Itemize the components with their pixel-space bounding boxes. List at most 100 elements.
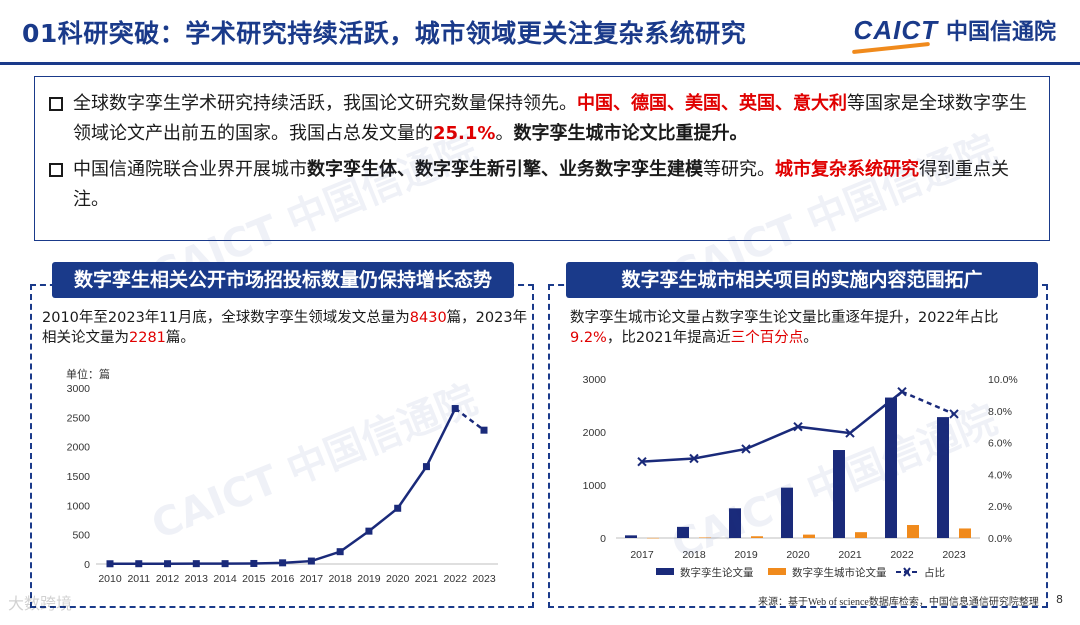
bar <box>625 535 637 538</box>
x-marker-stroke <box>897 387 907 397</box>
x-tick-label: 2015 <box>242 573 266 585</box>
y-tick-label: 2500 <box>67 412 91 424</box>
x-tick-label: 2019 <box>357 573 381 585</box>
data-point <box>192 560 200 568</box>
page-number: 8 <box>1056 593 1063 606</box>
ratio-line-dashed <box>901 390 955 416</box>
summary-bullet-text: 全球数字孪生学术研究持续活跃，我国论文研究数量保持领先。中国、德国、美国、英国、… <box>73 93 1027 144</box>
x-tick-label: 2022 <box>890 549 914 561</box>
ratio-point-marker <box>949 409 959 419</box>
x-marker-stroke <box>949 409 959 419</box>
logo-en: CAICT <box>851 15 938 54</box>
bar <box>855 532 867 538</box>
y-right-tick-label: 2.0% <box>988 501 1012 513</box>
city-paper-combo-chart: 0 1000 2000 3000 0.0% 2.0% 4.0% 6.0% 8.0% 10.0% 20… <box>583 374 1018 579</box>
legend-marker <box>903 567 911 577</box>
bar <box>959 528 971 538</box>
bar <box>833 450 845 538</box>
left-panel-description: 2010年至2023年11月底，全球数字孪生领域发文总量为8430篇，2023年… <box>42 310 528 346</box>
x-tick-label: 2014 <box>213 573 237 585</box>
checkbox-bullet-icon <box>49 163 63 177</box>
y-right-tick-label: 6.0% <box>988 438 1012 450</box>
summary-bullet-2: 中国信通院联合业界开展城市数字孪生体、数字孪生新引擎、业务数字孪生建模等研究。城… <box>49 155 1035 215</box>
x-tick-label: 2013 <box>185 573 209 585</box>
data-point <box>422 463 430 471</box>
bar <box>907 525 919 538</box>
x-marker-stroke <box>637 456 647 467</box>
checkbox-bullet-icon <box>49 97 63 111</box>
source-note: 来源：基于Web of science数据库检索，中国信息通信研究院整理 <box>758 597 1039 608</box>
x-tick-label: 2018 <box>682 549 706 561</box>
x-tick-label: 2019 <box>734 549 758 561</box>
x-tick-label: 2022 <box>444 573 468 585</box>
ratio-point-marker <box>637 456 647 467</box>
y-tick-label: 500 <box>72 530 90 542</box>
bar <box>781 487 793 538</box>
chart-unit-label: 单位：篇 <box>66 367 110 381</box>
y-left-tick-label: 2000 <box>583 427 607 439</box>
x-marker-stroke <box>845 428 855 438</box>
series-line-dashed <box>454 407 485 432</box>
left-panel-title: 数字孪生相关公开市场招投标数量仍保持增长态势 <box>52 262 514 298</box>
y-right-tick-label: 8.0% <box>988 406 1012 418</box>
x-tick-label: 2010 <box>98 573 122 585</box>
ratio-point-marker <box>741 444 751 454</box>
page-title: 01科研突破：学术研究持续活跃，城市领域更关注复杂系统研究 <box>22 19 747 48</box>
x-tick-label: 2011 <box>127 573 150 585</box>
summary-box: 全球数字孪生学术研究持续活跃，我国论文研究数量保持领先。中国、德国、美国、英国、… <box>34 76 1050 241</box>
bar <box>885 397 897 538</box>
y-right-tick-label: 0.0% <box>988 533 1012 545</box>
legend-label: 数字孪生城市论文量 <box>792 566 887 579</box>
data-point <box>106 560 114 568</box>
bar <box>677 526 689 538</box>
data-point <box>336 548 344 556</box>
legend-label: 占比 <box>924 566 945 579</box>
data-point <box>307 557 315 565</box>
data-point <box>221 560 229 568</box>
summary-bullet-text: 中国信通院联合业界开展城市数字孪生体、数字孪生新引擎、业务数字孪生建模等研究。城… <box>73 159 1009 210</box>
data-point <box>250 559 258 567</box>
paper-count-line-chart: 单位：篇 0 500 1000 1500 2000 2500 3000 2010 2011 201… <box>66 367 498 585</box>
right-panel-description: 数字孪生城市论文量占数字孪生论文量比重逐年提升，2022年占比9.2%，比202… <box>570 310 999 346</box>
y-tick-label: 0 <box>84 559 90 571</box>
x-marker-stroke <box>689 453 699 464</box>
x-tick-label: 2023 <box>472 573 496 585</box>
y-tick-label: 2000 <box>67 442 91 454</box>
data-point <box>480 426 488 434</box>
bar <box>937 417 949 538</box>
ratio-point-marker <box>845 428 855 438</box>
x-marker-stroke <box>793 421 803 432</box>
y-tick-label: 1500 <box>67 471 91 483</box>
bottom-watermark: 大数跨境 <box>8 594 73 613</box>
data-point <box>279 559 287 567</box>
bar <box>699 537 711 538</box>
x-tick-label: 2021 <box>838 549 862 561</box>
series-line <box>109 407 457 566</box>
ratio-point-marker <box>793 421 803 432</box>
x-tick-label: 2018 <box>328 573 352 585</box>
logo-cn: 中国信通院 <box>945 20 1056 45</box>
x-tick-label: 2020 <box>386 573 410 585</box>
y-tick-label: 3000 <box>67 383 91 395</box>
data-point <box>394 504 402 512</box>
y-right-tick-label: 10.0% <box>988 374 1018 386</box>
x-tick-label: 2021 <box>415 573 439 585</box>
bar <box>751 536 763 538</box>
summary-bullet-1: 全球数字孪生学术研究持续活跃，我国论文研究数量保持领先。中国、德国、美国、英国、… <box>49 89 1035 149</box>
y-tick-label: 1000 <box>67 500 91 512</box>
x-tick-label: 2017 <box>630 549 654 561</box>
ratio-point-marker <box>897 387 907 397</box>
ratio-point-marker <box>689 453 699 464</box>
right-panel-title: 数字孪生城市相关项目的实施内容范围拓广 <box>566 262 1038 298</box>
data-point <box>135 560 143 568</box>
legend-label: 数字孪生论文量 <box>680 566 754 579</box>
x-tick-label: 2016 <box>271 573 295 585</box>
y-left-tick-label: 0 <box>600 533 606 545</box>
header-divider <box>0 62 1080 65</box>
x-tick-label: 2023 <box>942 549 966 561</box>
bar <box>803 534 815 538</box>
legend-swatch <box>768 568 786 575</box>
bar <box>647 537 659 539</box>
y-left-tick-label: 3000 <box>583 374 607 386</box>
x-tick-label: 2012 <box>156 573 180 585</box>
